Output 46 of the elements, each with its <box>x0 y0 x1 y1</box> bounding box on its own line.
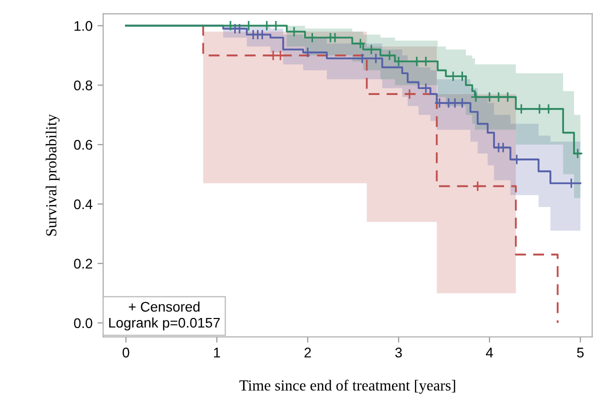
y-tick-label: 0.8 <box>74 80 92 90</box>
y-tick-label: 0.6 <box>74 140 92 150</box>
point <box>470 92 482 102</box>
point <box>384 50 395 61</box>
point <box>411 56 422 67</box>
point <box>434 98 445 108</box>
point <box>484 92 495 102</box>
point <box>330 32 340 44</box>
point <box>420 82 432 94</box>
y-tick-label: 0.4 <box>74 199 92 210</box>
point <box>534 104 545 114</box>
y-tick-label: 0.0 <box>74 318 92 328</box>
point <box>543 104 554 114</box>
x-tick-label: 1 <box>214 348 220 358</box>
point <box>393 56 404 67</box>
point <box>420 56 432 67</box>
point <box>366 44 377 55</box>
point <box>456 98 468 108</box>
y-axis-title: Survival probability <box>46 114 60 236</box>
point <box>516 104 527 114</box>
x-tick-label: 4 <box>486 348 493 358</box>
point <box>275 50 286 61</box>
point <box>370 52 382 64</box>
x-axis-title: Time since end of treatment [years] <box>239 380 456 394</box>
annotation: Logrank p=0.0157 <box>109 317 220 330</box>
point <box>234 23 245 34</box>
annotation: + Censored <box>128 302 200 312</box>
point <box>356 52 368 64</box>
x-tick-label: 0 <box>122 348 130 358</box>
point <box>355 38 366 49</box>
point <box>302 47 314 58</box>
point <box>306 32 318 44</box>
point <box>288 26 300 38</box>
point <box>502 92 514 102</box>
point <box>404 88 415 100</box>
point <box>511 154 522 165</box>
point <box>268 50 279 61</box>
y-tick-label: 1.0 <box>74 21 92 31</box>
point <box>572 148 584 159</box>
x-tick-label: 2 <box>304 348 311 358</box>
x-tick-label: 5 <box>577 348 584 358</box>
point <box>493 92 504 102</box>
point <box>472 180 484 192</box>
y-tick-label: 0.2 <box>74 258 92 269</box>
x-tick-label: 3 <box>395 348 402 358</box>
point <box>450 98 460 108</box>
